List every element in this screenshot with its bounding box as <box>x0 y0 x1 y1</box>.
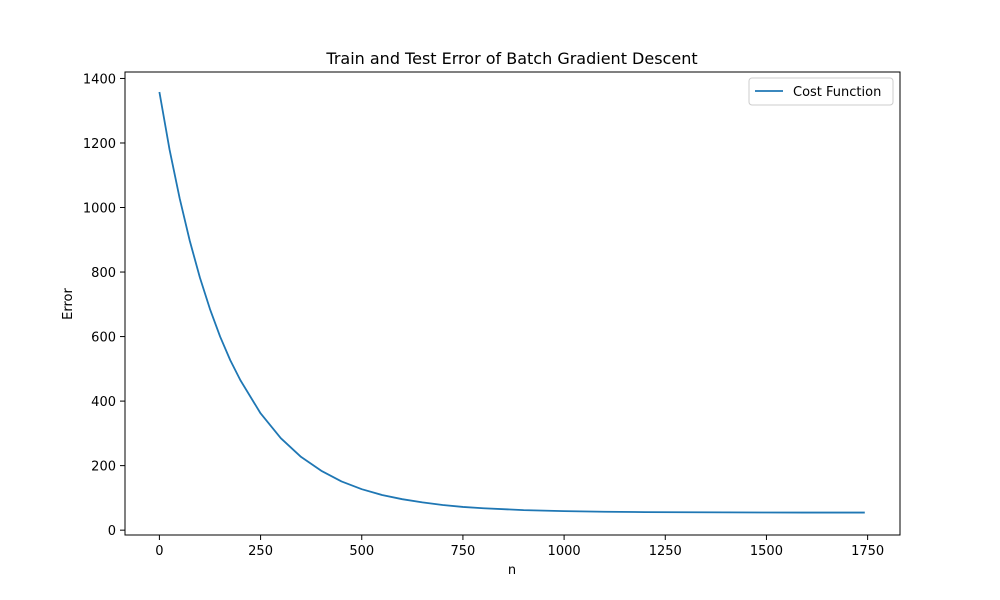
plot-frame <box>124 71 901 536</box>
x-tick-label: 1750 <box>851 544 884 559</box>
y-axis-ticks: 0 200 400 600 800 1000 1200 1400 <box>83 72 125 539</box>
y-tick-label: 1400 <box>83 72 116 87</box>
x-tick-label: 0 <box>155 544 163 559</box>
x-tick-label: 1000 <box>548 544 581 559</box>
x-tick-label: 500 <box>349 544 374 559</box>
chart-title: Train and Test Error of Batch Gradient D… <box>325 49 697 68</box>
legend: Cost Function <box>748 77 894 106</box>
y-axis-label: Error <box>61 288 76 320</box>
y-tick-label: 1200 <box>83 137 116 152</box>
x-axis-ticks: 0 250 500 750 1000 1250 1500 1750 <box>155 535 884 559</box>
series-line-cost-function <box>158 91 865 514</box>
x-tick-label: 1250 <box>649 544 682 559</box>
y-tick-label: 600 <box>91 331 116 346</box>
x-tick-label: 250 <box>248 544 273 559</box>
x-tick-label: 750 <box>451 544 476 559</box>
y-tick-label: 0 <box>108 524 116 539</box>
y-tick-label: 800 <box>91 266 116 281</box>
y-tick-label: 1000 <box>83 202 116 217</box>
legend-box <box>748 77 894 106</box>
y-tick-label: 200 <box>91 460 116 475</box>
y-tick-label: 400 <box>91 395 116 410</box>
legend-label-cost-function: Cost Function <box>793 85 881 100</box>
x-axis-label: n <box>508 563 516 578</box>
x-tick-label: 1500 <box>750 544 783 559</box>
series-layer <box>158 91 865 514</box>
